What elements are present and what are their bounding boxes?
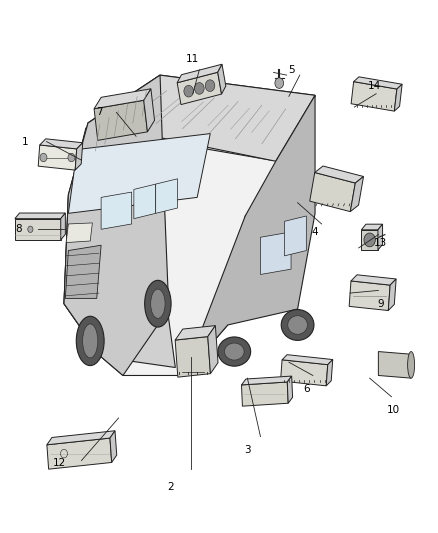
Polygon shape	[351, 82, 397, 111]
Polygon shape	[101, 192, 132, 229]
Polygon shape	[64, 78, 175, 368]
Polygon shape	[75, 143, 83, 170]
Text: 3: 3	[244, 445, 251, 455]
Polygon shape	[282, 354, 333, 365]
Circle shape	[40, 154, 47, 162]
Ellipse shape	[218, 337, 251, 366]
Polygon shape	[64, 75, 169, 375]
Polygon shape	[38, 145, 77, 170]
Polygon shape	[94, 89, 151, 109]
Text: 11: 11	[186, 54, 199, 64]
Polygon shape	[66, 223, 92, 243]
Ellipse shape	[224, 343, 244, 360]
Text: 7: 7	[95, 107, 102, 117]
Text: 12: 12	[53, 458, 66, 468]
Polygon shape	[241, 376, 292, 385]
Polygon shape	[281, 360, 328, 386]
Text: 6: 6	[303, 384, 310, 394]
Polygon shape	[261, 232, 291, 274]
Polygon shape	[175, 326, 215, 340]
Ellipse shape	[288, 316, 307, 334]
Polygon shape	[175, 337, 210, 377]
Polygon shape	[110, 431, 117, 463]
Polygon shape	[184, 95, 315, 375]
Polygon shape	[350, 176, 364, 212]
Polygon shape	[285, 216, 306, 256]
Polygon shape	[287, 376, 293, 403]
Polygon shape	[61, 213, 65, 240]
Polygon shape	[86, 78, 315, 160]
Polygon shape	[361, 230, 378, 250]
Polygon shape	[241, 382, 288, 406]
Polygon shape	[15, 219, 61, 240]
Circle shape	[194, 83, 204, 94]
Text: 1: 1	[21, 136, 28, 147]
Polygon shape	[15, 213, 65, 219]
Polygon shape	[177, 64, 222, 83]
Polygon shape	[40, 139, 83, 149]
Text: 9: 9	[377, 298, 384, 309]
Polygon shape	[88, 75, 315, 161]
Polygon shape	[361, 224, 382, 230]
Text: 13: 13	[374, 238, 387, 247]
Ellipse shape	[83, 324, 98, 358]
Polygon shape	[353, 77, 402, 89]
Polygon shape	[47, 438, 112, 469]
Text: 4: 4	[312, 227, 318, 237]
Ellipse shape	[281, 310, 314, 341]
Ellipse shape	[151, 289, 165, 318]
Text: 2: 2	[168, 482, 174, 492]
Text: 8: 8	[15, 224, 21, 235]
Polygon shape	[378, 224, 382, 250]
Circle shape	[68, 154, 75, 162]
Ellipse shape	[76, 316, 104, 366]
Circle shape	[184, 85, 194, 97]
Polygon shape	[326, 360, 333, 386]
Text: 10: 10	[387, 405, 400, 415]
Text: 14: 14	[367, 81, 381, 91]
Polygon shape	[315, 166, 364, 183]
Circle shape	[275, 78, 284, 88]
Polygon shape	[65, 245, 101, 298]
Circle shape	[28, 226, 33, 232]
Polygon shape	[68, 134, 210, 213]
Polygon shape	[94, 100, 148, 140]
Polygon shape	[389, 279, 396, 311]
Polygon shape	[155, 179, 177, 213]
Polygon shape	[378, 352, 411, 378]
Polygon shape	[349, 281, 390, 311]
Ellipse shape	[408, 352, 415, 378]
Polygon shape	[177, 72, 222, 104]
Circle shape	[205, 80, 215, 92]
Polygon shape	[218, 64, 226, 94]
Polygon shape	[208, 326, 218, 374]
Polygon shape	[394, 84, 402, 111]
Polygon shape	[64, 75, 315, 375]
Ellipse shape	[145, 280, 171, 327]
Polygon shape	[351, 275, 396, 285]
Polygon shape	[310, 173, 355, 212]
Polygon shape	[47, 431, 115, 445]
Text: 5: 5	[288, 65, 294, 75]
Polygon shape	[134, 184, 155, 219]
Circle shape	[364, 233, 375, 247]
Polygon shape	[144, 89, 155, 132]
